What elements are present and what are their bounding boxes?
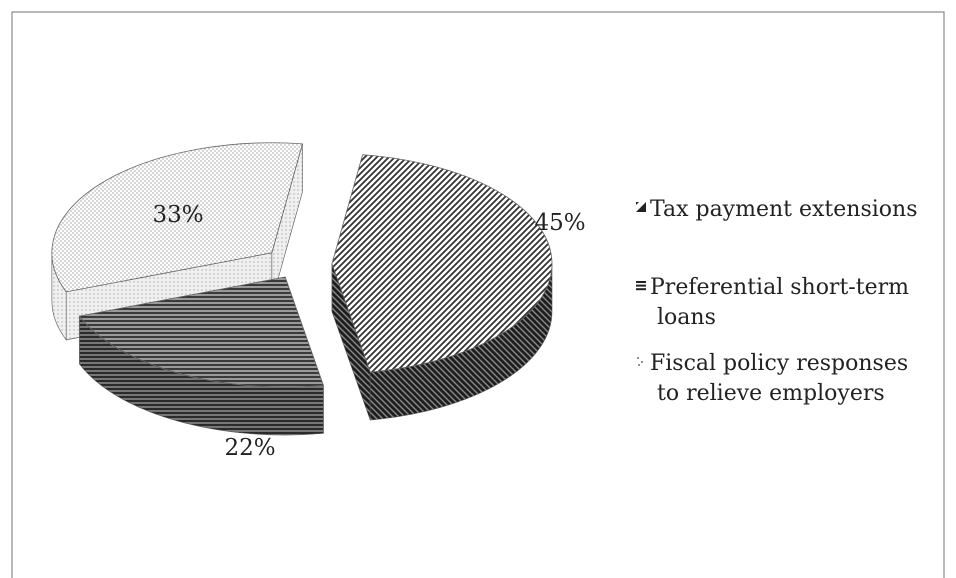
legend-text-3-line-2: to relieve employers	[657, 381, 885, 406]
frame-border	[11, 11, 945, 578]
legend-text-3-line-1: Fiscal policy responses	[650, 351, 908, 376]
legend-text-2-line-1: Preferential short-term	[650, 275, 909, 300]
data-label-1: 45%	[534, 210, 585, 236]
pie-slice-1-top	[331, 154, 553, 373]
legend-marker-2	[636, 281, 646, 291]
data-label-3: 33%	[152, 202, 203, 228]
legend-item-2: Preferential short-term loans	[636, 275, 909, 330]
legend-text-1-line-1: Tax payment extensions	[650, 197, 917, 222]
pie-layer	[51, 142, 553, 436]
legend-marker-1-shape	[636, 202, 646, 212]
pie-slice-2	[78, 276, 324, 436]
legend-text-2-line-2: loans	[657, 305, 716, 330]
data-label-layer: 45% 22% 33%	[152, 202, 585, 461]
data-label-2: 22%	[224, 435, 275, 461]
legend-item-1: Tax payment extensions	[636, 197, 917, 222]
legend-marker-3	[637, 357, 643, 366]
pie-slice-2-top	[78, 276, 324, 388]
pie-slice-3-top	[51, 142, 304, 293]
pie-slice-1	[331, 154, 553, 421]
legend-item-3: Fiscal policy responses to relieve employ…	[637, 351, 908, 406]
legend: Tax payment extensions Preferential short…	[636, 197, 917, 406]
